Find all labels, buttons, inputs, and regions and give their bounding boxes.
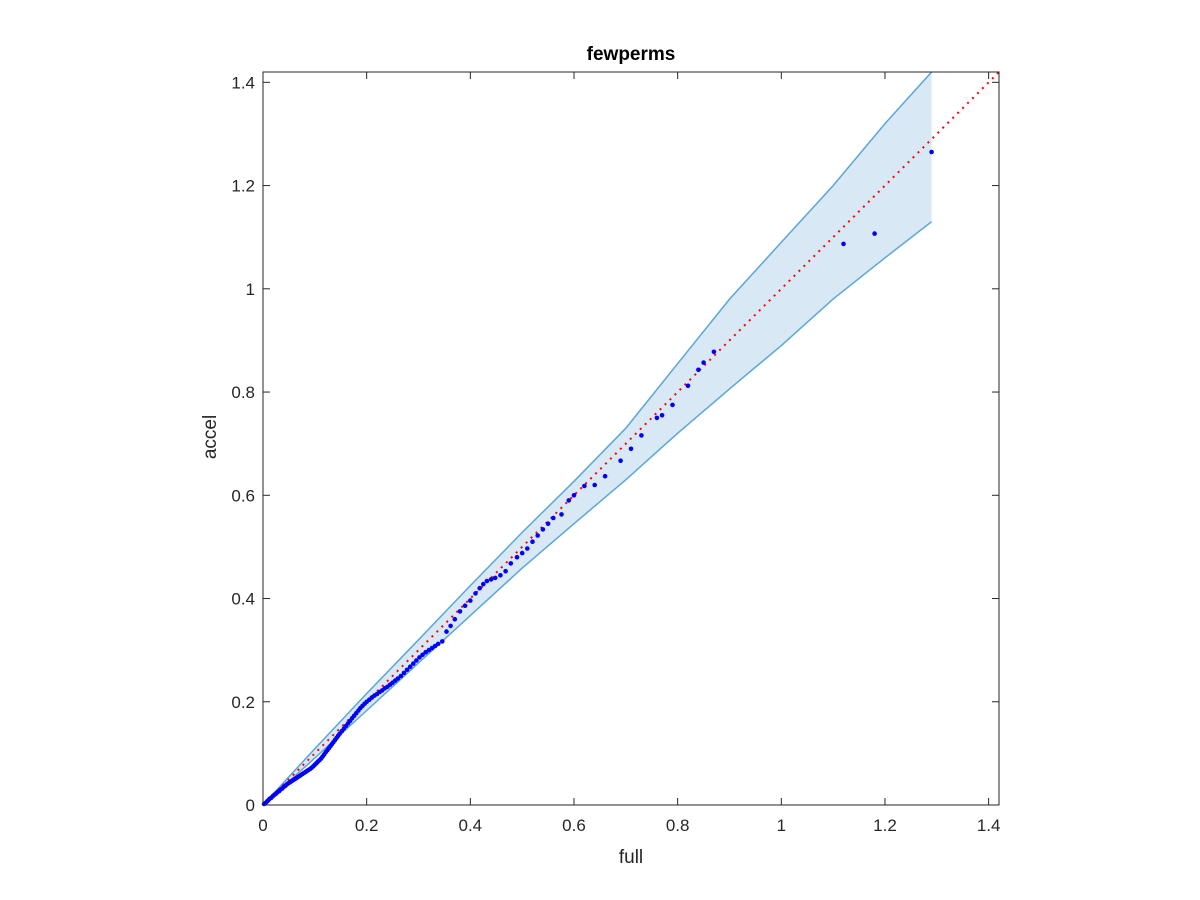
y-axis-label: accel <box>200 415 221 459</box>
x-tick-label: 0.2 <box>355 816 379 835</box>
chart-title: fewperms <box>587 44 676 65</box>
data-point <box>639 433 644 438</box>
x-tick-label: 0.4 <box>459 816 483 835</box>
data-point <box>582 484 587 489</box>
data-point <box>481 582 486 587</box>
data-point <box>489 577 494 582</box>
data-point <box>477 586 482 591</box>
data-point <box>629 447 634 452</box>
y-tick-label: 0.8 <box>231 383 255 402</box>
data-point <box>592 483 597 488</box>
data-point <box>463 603 468 608</box>
data-point <box>453 617 458 622</box>
x-tick-label: 0 <box>258 816 267 835</box>
data-point <box>458 609 463 614</box>
data-point <box>618 458 623 463</box>
data-point <box>498 573 503 578</box>
data-point <box>444 629 449 634</box>
data-point <box>701 360 706 365</box>
data-point <box>530 539 535 544</box>
data-point <box>535 533 540 538</box>
data-point <box>686 384 691 389</box>
confidence-band <box>263 72 932 805</box>
confidence-band-upper <box>263 72 932 805</box>
data-point <box>559 512 564 517</box>
data-point <box>448 624 453 629</box>
x-tick-label: 0.8 <box>666 816 690 835</box>
data-point <box>670 403 675 408</box>
data-point <box>841 242 846 247</box>
x-tick-label: 1 <box>777 816 786 835</box>
y-tick-label: 0.2 <box>231 693 255 712</box>
data-point <box>567 498 572 503</box>
data-point <box>509 561 514 566</box>
data-point <box>712 350 717 355</box>
data-point <box>468 598 473 603</box>
data-point <box>660 413 665 418</box>
data-point <box>436 642 441 647</box>
data-point <box>493 576 498 581</box>
data-point <box>546 521 551 526</box>
x-tick-label: 1.2 <box>873 816 897 835</box>
data-point <box>541 527 546 532</box>
data-point <box>520 551 525 556</box>
y-tick-label: 0.6 <box>231 486 255 505</box>
data-point <box>655 416 660 421</box>
data-point <box>872 231 877 236</box>
data-point <box>515 555 520 560</box>
data-point <box>440 639 445 644</box>
y-tick-label: 1 <box>246 280 255 299</box>
data-point <box>572 493 577 498</box>
data-point <box>473 591 478 596</box>
confidence-band-fill <box>263 72 932 805</box>
x-axis-label: full <box>619 847 643 868</box>
data-point <box>485 579 490 584</box>
x-tick-label: 0.6 <box>562 816 586 835</box>
data-point <box>696 368 701 373</box>
data-point <box>503 569 508 574</box>
y-tick-label: 0.4 <box>231 590 255 609</box>
data-point <box>551 516 556 521</box>
data-point <box>525 546 530 551</box>
y-tick-label: 1.2 <box>231 177 255 196</box>
x-tick-label: 1.4 <box>977 816 1001 835</box>
confidence-band-lower <box>263 222 932 805</box>
data-point <box>603 474 608 479</box>
y-tick-label: 0 <box>246 796 255 815</box>
data-point <box>929 150 934 155</box>
y-tick-label: 1.4 <box>231 73 255 92</box>
